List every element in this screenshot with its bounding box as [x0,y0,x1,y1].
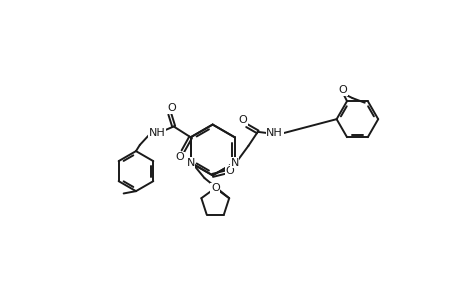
Text: N: N [230,158,238,168]
Text: O: O [167,103,175,113]
Text: O: O [338,85,347,95]
Text: O: O [175,152,184,162]
Text: NH: NH [266,128,282,138]
Text: NH: NH [148,128,165,138]
Text: O: O [225,166,234,176]
Text: N: N [186,158,195,168]
Text: O: O [238,115,247,125]
Text: N: N [186,158,195,168]
Text: N: N [230,158,238,168]
Text: O: O [210,183,219,193]
